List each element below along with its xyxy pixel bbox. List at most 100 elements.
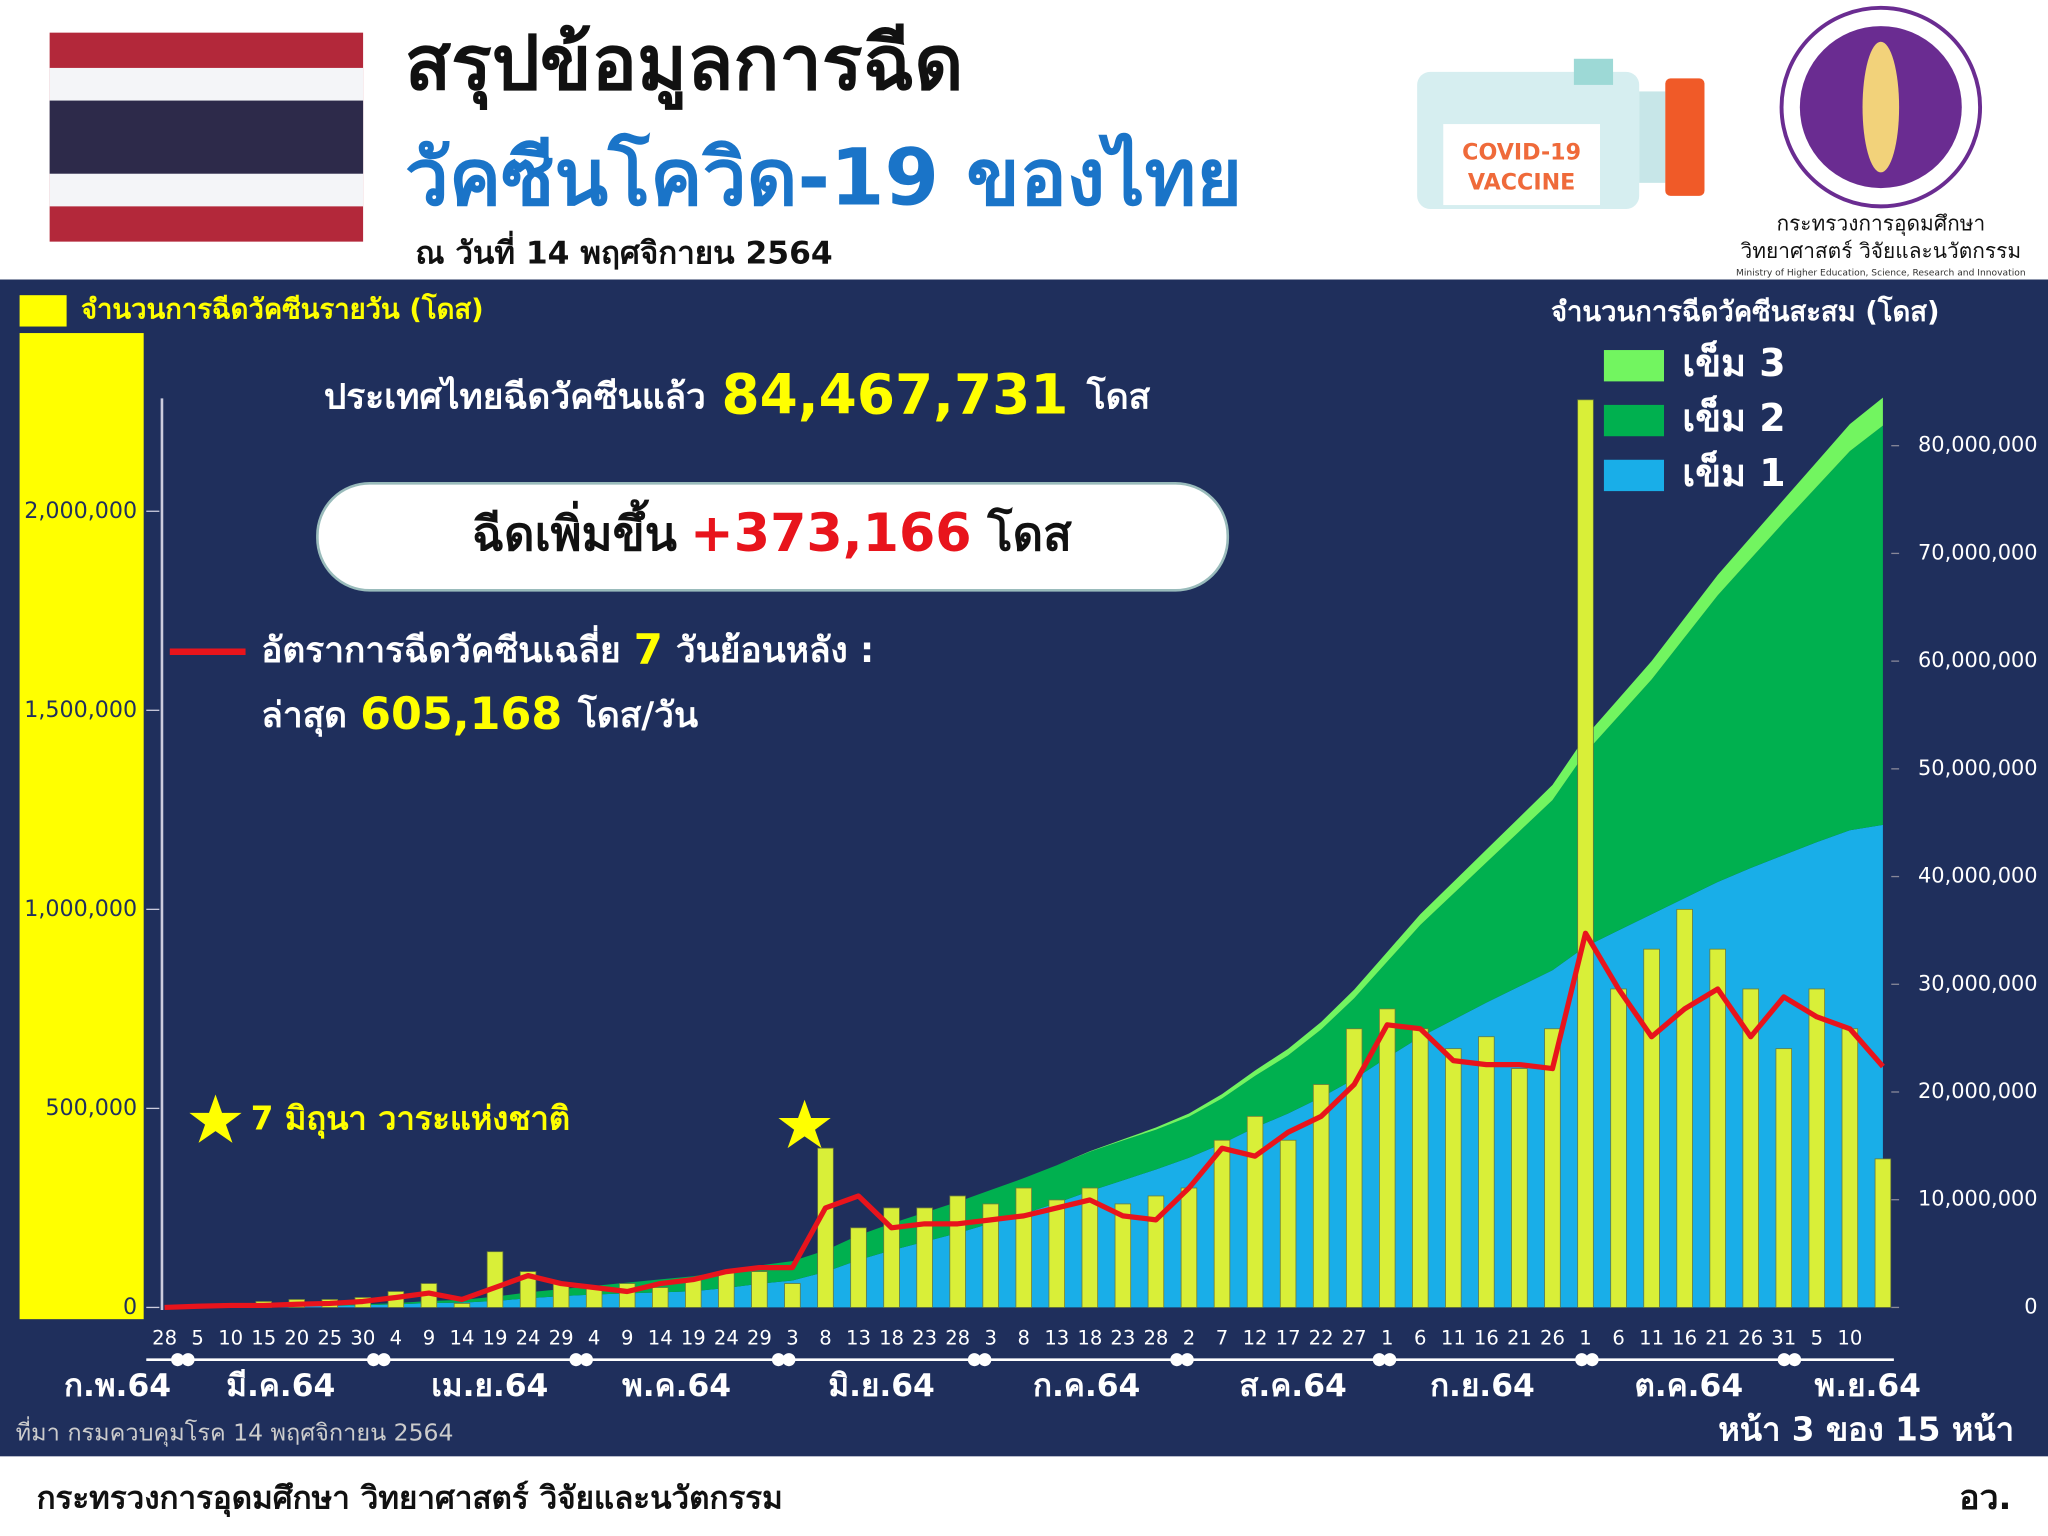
x-tick-label: 14: [648, 1326, 673, 1349]
x-tick-label: 1: [1579, 1326, 1591, 1349]
x-tick-label: 24: [516, 1326, 541, 1349]
month-label: ก.ค.64: [1033, 1368, 1140, 1404]
month-separator: [1180, 1353, 1194, 1367]
x-tick-label: 4: [588, 1326, 600, 1349]
bar: [1048, 1199, 1066, 1308]
bar: [1345, 1028, 1363, 1308]
x-tick-label: 23: [912, 1326, 937, 1349]
x-tick-label: 28: [1143, 1326, 1168, 1349]
y2-tick-label: 40,000,000: [1918, 864, 2038, 888]
x-tick-label: 19: [681, 1326, 706, 1349]
y2-tick-label: 20,000,000: [1918, 1079, 2038, 1103]
month-separator: [367, 1353, 381, 1367]
x-tick-label: 21: [1507, 1326, 1532, 1349]
bar: [552, 1283, 570, 1308]
month-separator: [1585, 1353, 1599, 1367]
bar: [1676, 908, 1693, 1308]
month-separator: [782, 1353, 796, 1367]
y2-tick-label: 70,000,000: [1918, 540, 2038, 564]
x-tick-label: 10: [1837, 1326, 1862, 1349]
bar: [1874, 1158, 1892, 1308]
month-label: ส.ค.64: [1239, 1368, 1346, 1404]
bar: [1147, 1195, 1165, 1308]
x-tick-label: 19: [483, 1326, 508, 1349]
bar: [1081, 1187, 1099, 1308]
bar: [1841, 1028, 1859, 1308]
x-tick-label: 7: [1216, 1326, 1228, 1349]
bar: [751, 1271, 768, 1308]
bar: [1577, 399, 1594, 1308]
month-separator: [967, 1353, 981, 1367]
x-tick-label: 24: [714, 1326, 739, 1349]
x-tick-label: 8: [819, 1326, 831, 1349]
bar: [1742, 988, 1759, 1308]
month-separator: [1575, 1353, 1589, 1367]
x-tick-label: 14: [450, 1326, 475, 1349]
title: วัคซีนโควิด-19 ของไทย: [405, 131, 1242, 223]
x-tick-label: 6: [1414, 1326, 1426, 1349]
month-label: ก.พ.64: [64, 1368, 171, 1404]
bar: [618, 1283, 636, 1308]
thai-flag: [49, 32, 364, 242]
star-icon: [189, 1094, 242, 1143]
month-separator: [171, 1353, 185, 1367]
x-tick-label: 29: [549, 1326, 574, 1349]
y-axis-title: จำนวนการฉีดวัคซีนรายวัน (โดส): [81, 292, 484, 325]
x-tick-label: 18: [879, 1326, 904, 1349]
bar: [1246, 1115, 1264, 1308]
bar: [1775, 1048, 1792, 1308]
x-tick-label: 16: [1474, 1326, 1499, 1349]
y2-tick-label: 50,000,000: [1918, 756, 2038, 780]
legend-label: เข็ม 2: [1682, 395, 1785, 440]
x-tick-label: 4: [390, 1326, 402, 1349]
month-separator: [1383, 1353, 1397, 1367]
bar: [817, 1147, 834, 1308]
x-tick-label: 20: [284, 1326, 309, 1349]
bar: [982, 1203, 999, 1308]
bar: [1643, 948, 1660, 1308]
bar: [850, 1227, 867, 1308]
y-tick-label: 1,000,000: [24, 896, 137, 922]
month-label: เม.ย.64: [431, 1368, 548, 1404]
bar: [784, 1283, 801, 1308]
x-tick-label: 5: [1811, 1326, 1823, 1349]
y2-tick-label: 80,000,000: [1918, 433, 2038, 457]
bar: [1213, 1139, 1231, 1308]
footer-abbr: อว.: [1959, 1478, 2011, 1518]
x-tick-label: 22: [1309, 1326, 1334, 1349]
month-separator: [978, 1353, 992, 1367]
x-tick-label: 18: [1077, 1326, 1102, 1349]
x-tick-label: 16: [1672, 1326, 1697, 1349]
y-tick-label: 2,000,000: [24, 498, 137, 524]
bar: [883, 1207, 900, 1308]
y2-tick-label: 0: [2024, 1294, 2037, 1318]
month-separator: [1372, 1353, 1386, 1367]
x-tick-label: 1: [1381, 1326, 1393, 1349]
summary-total: ประเทศไทยฉีดวัคซีนแล้ว 84,467,731 โดส: [324, 362, 1151, 426]
x-tick-label: 10: [218, 1326, 243, 1349]
x-tick-label: 15: [251, 1326, 276, 1349]
ministry-name: วิทยาศาสตร์ วิจัยและนวัตกรรม: [1740, 239, 2021, 263]
month-separator: [569, 1353, 583, 1367]
bar: [1379, 1008, 1396, 1308]
x-tick-label: 12: [1243, 1326, 1268, 1349]
left-axis-band: [19, 333, 144, 1320]
ministry-name: กระทรวงการอุดมศึกษา: [1776, 212, 1985, 237]
x-tick-label: 26: [1540, 1326, 1565, 1349]
month-separator: [1788, 1353, 1802, 1367]
x-tick-label: 11: [1441, 1326, 1466, 1349]
annotation: 7 มิถุนา วาระแห่งชาติ: [251, 1100, 570, 1140]
legend-swatch: [1603, 459, 1664, 492]
y2-tick-label: 10,000,000: [1918, 1187, 2038, 1211]
vaccine-text: COVID-19: [1462, 139, 1581, 165]
x-tick-label: 11: [1639, 1326, 1664, 1349]
bar: [1015, 1187, 1032, 1308]
latest-avg: ล่าสุด 605,168 โดส/วัน: [261, 689, 698, 740]
bar: [1511, 1068, 1528, 1308]
x-tick-label: 25: [317, 1326, 342, 1349]
month-separator: [1170, 1353, 1184, 1367]
x-tick-label: 3: [786, 1326, 798, 1349]
x-tick-label: 6: [1612, 1326, 1624, 1349]
x-tick-label: 3: [984, 1326, 996, 1349]
month-separator: [579, 1353, 593, 1367]
